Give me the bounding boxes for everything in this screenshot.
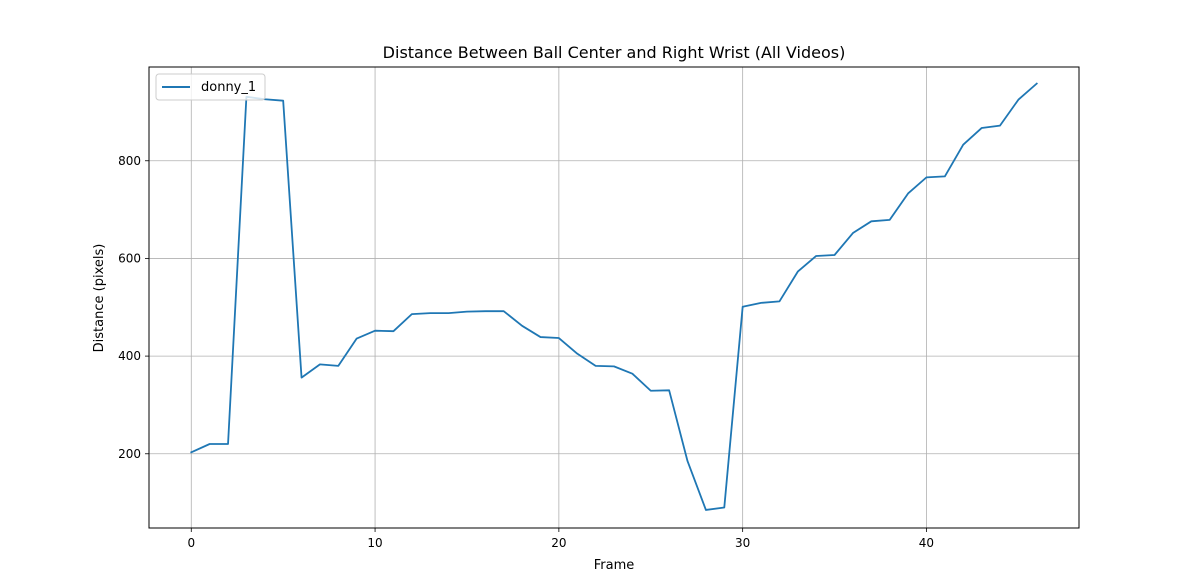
- y-tick-label: 600: [118, 251, 141, 265]
- axis-ticks: 0 10 20 30 40 200 400 600 800: [118, 154, 934, 550]
- plot-area-frame: [148, 66, 1080, 529]
- x-tick-label: 20: [551, 536, 566, 550]
- grid: [149, 67, 1079, 528]
- chart-title: Distance Between Ball Center and Right W…: [383, 43, 846, 62]
- x-tick-label: 10: [367, 536, 382, 550]
- x-tick-label: 40: [919, 536, 934, 550]
- y-tick-label: 800: [118, 154, 141, 168]
- x-axis-label: Frame: [594, 558, 635, 573]
- legend-label-donny-1: donny_1: [201, 80, 256, 95]
- x-tick-label: 30: [735, 536, 750, 550]
- y-tick-label: 200: [118, 447, 141, 461]
- series-line-donny-1: [190, 82, 1039, 511]
- y-axis-label: Distance (pixels): [92, 244, 107, 353]
- series-layer: [190, 82, 1039, 511]
- legend-box: [155, 73, 266, 101]
- y-tick-label: 400: [118, 349, 141, 363]
- x-tick-label: 0: [187, 536, 195, 550]
- legend: donny_1: [155, 73, 266, 101]
